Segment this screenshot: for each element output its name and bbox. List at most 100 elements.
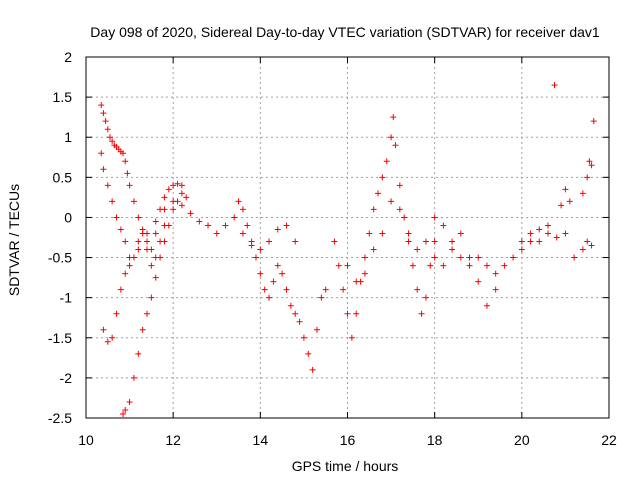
data-point — [135, 246, 142, 253]
data-point — [120, 410, 127, 417]
x-tick-label: 12 — [165, 432, 181, 448]
series-trace-2 — [98, 150, 299, 261]
data-point — [586, 158, 593, 165]
data-point — [566, 198, 573, 205]
data-point — [318, 294, 325, 301]
data-point — [590, 118, 597, 125]
data-point — [274, 262, 281, 269]
x-tick-label: 22 — [601, 432, 617, 448]
data-point — [466, 262, 473, 269]
y-tick-label: -1 — [60, 290, 73, 306]
data-point — [405, 230, 412, 237]
y-tick-label: 1.5 — [53, 89, 73, 105]
data-point — [579, 190, 586, 197]
data-point — [322, 286, 329, 293]
data-point — [536, 226, 543, 233]
series-trace-8 — [431, 230, 595, 309]
data-point — [157, 254, 164, 261]
data-point — [335, 262, 342, 269]
data-point — [139, 230, 146, 237]
x-tick-label: 20 — [514, 432, 530, 448]
data-point — [292, 238, 299, 245]
data-point — [283, 222, 290, 229]
data-point — [431, 238, 438, 245]
data-point — [492, 286, 499, 293]
data-point — [414, 246, 421, 253]
series-trace-9 — [518, 82, 597, 245]
data-point — [139, 326, 146, 333]
data-point — [348, 334, 355, 341]
data-point — [126, 262, 133, 269]
data-point — [544, 222, 551, 229]
data-point — [492, 270, 499, 277]
data-point — [165, 186, 172, 193]
data-point — [174, 180, 181, 187]
data-point — [588, 242, 595, 249]
data-point — [144, 238, 151, 245]
series-trace-4 — [120, 190, 190, 417]
data-point — [527, 230, 534, 237]
y-tick-label: -2.5 — [48, 410, 72, 426]
data-point — [518, 246, 525, 253]
x-axis-title: GPS time / hours — [292, 458, 399, 474]
data-point — [340, 286, 347, 293]
grid — [86, 57, 609, 418]
data-point — [501, 262, 508, 269]
data-point — [98, 150, 105, 157]
data-point — [388, 134, 395, 141]
data-point — [235, 198, 242, 205]
data-point — [144, 246, 151, 253]
data-point — [270, 278, 277, 285]
data-point — [457, 230, 464, 237]
y-tick-label: -2 — [60, 370, 73, 386]
data-point — [113, 310, 120, 317]
data-point — [409, 262, 416, 269]
series-trace-5 — [235, 198, 329, 373]
data-point — [126, 182, 133, 189]
data-point — [152, 230, 159, 237]
data-point — [422, 238, 429, 245]
data-point — [183, 194, 190, 201]
data-point — [551, 82, 558, 89]
data-point — [148, 262, 155, 269]
data-point — [122, 238, 129, 245]
data-point — [475, 254, 482, 261]
series-trace-6 — [331, 114, 438, 341]
data-point — [152, 218, 159, 225]
data-point — [305, 350, 312, 357]
data-point — [124, 170, 131, 177]
data-point — [584, 174, 591, 181]
data-point — [104, 182, 111, 189]
data-point — [553, 234, 560, 241]
data-point — [106, 134, 113, 141]
data-point — [388, 198, 395, 205]
data-point — [109, 198, 116, 205]
data-point — [562, 186, 569, 193]
data-point — [104, 338, 111, 345]
data-point — [418, 310, 425, 317]
data-point — [466, 254, 473, 261]
data-point — [405, 238, 412, 245]
data-point — [427, 262, 434, 269]
data-point — [414, 286, 421, 293]
data-point — [231, 214, 238, 221]
x-tick-label: 16 — [340, 432, 356, 448]
data-point — [353, 310, 360, 317]
data-point — [148, 294, 155, 301]
data-point — [431, 254, 438, 261]
data-point — [449, 238, 456, 245]
data-point — [205, 222, 212, 229]
data-point — [449, 246, 456, 253]
data-point — [170, 182, 177, 189]
data-point — [178, 182, 185, 189]
data-point — [130, 198, 137, 205]
data-point — [257, 270, 264, 277]
data-point — [109, 138, 116, 145]
data-point — [579, 246, 586, 253]
data-point — [296, 318, 303, 325]
data-point — [100, 166, 107, 173]
data-point — [562, 230, 569, 237]
data-point — [178, 190, 185, 197]
data-point — [300, 334, 307, 341]
